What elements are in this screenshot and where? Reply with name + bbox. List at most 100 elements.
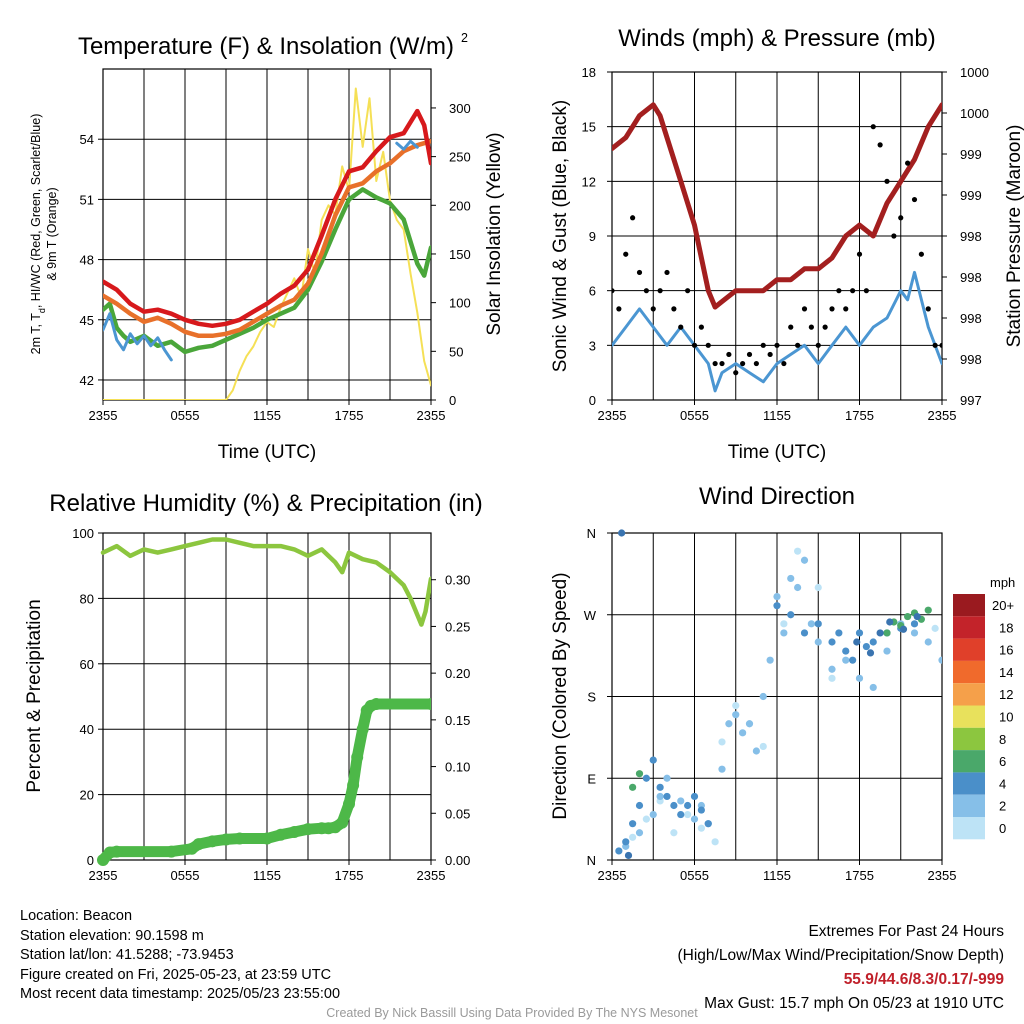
x-tick-label: 2355 (598, 868, 627, 883)
y-tick-label: 51 (80, 192, 94, 207)
data-point (745, 720, 754, 728)
y-tick-label: 15 (582, 120, 596, 135)
series-line (103, 312, 173, 362)
elevation-text: Station elevation: 90.1598 m (20, 927, 204, 944)
y2-tick-label: 0.00 (445, 853, 470, 868)
y-tick-label: N (587, 526, 596, 541)
data-point (835, 629, 843, 637)
data-point (656, 792, 664, 801)
series-line (612, 102, 942, 310)
data-point (807, 620, 815, 628)
data-point (814, 638, 822, 646)
y-tick-label: 42 (80, 373, 94, 388)
legend-label: 18 (999, 620, 1013, 635)
data-point (733, 370, 739, 376)
max-gust-text: Max Gust: 15.7 mph On 05/23 at 1910 UTC (704, 995, 1004, 1012)
data-point (274, 828, 287, 841)
superscript: 2 (461, 31, 468, 45)
y2-tick-label: 998 (960, 270, 982, 285)
data-point (635, 770, 644, 778)
data-point (752, 747, 760, 755)
data-point (759, 742, 767, 751)
created-text: Figure created on Fri, 2025-05-23, at 23… (20, 966, 332, 983)
legend-label: 14 (999, 665, 1013, 680)
y2-tick-label: 0.05 (445, 806, 470, 821)
data-point (343, 797, 355, 810)
data-point (904, 612, 912, 621)
x-tick-label: 1755 (845, 408, 874, 423)
data-point (843, 306, 849, 312)
legend-swatch (953, 660, 985, 684)
data-point (863, 288, 869, 294)
y-tick-label: 20 (80, 788, 94, 803)
y-tick-label: 45 (80, 313, 94, 328)
y-axis-label-line2: & 9m T (Orange) (45, 187, 59, 280)
data-point (829, 306, 835, 312)
data-point (787, 574, 795, 583)
data-point (836, 288, 842, 294)
series-group (615, 529, 942, 860)
y-axis-label-sub: d (37, 308, 47, 313)
x-tick-label: 0555 (680, 868, 709, 883)
humidity-chart: Relative Humidity (%) & Precipitation (i… (24, 490, 483, 883)
legend-label: 12 (999, 687, 1013, 702)
y2-axis-label: Station Pressure (Maroon) (1004, 125, 1024, 348)
data-point (725, 720, 733, 728)
data-point (719, 360, 725, 367)
data-point (704, 820, 712, 828)
x-tick-label: 0555 (171, 408, 200, 423)
extremes-title: Extremes For Past 24 Hours (808, 923, 1004, 940)
y-tick-label: W (584, 608, 597, 623)
data-point (850, 288, 856, 294)
data-point (898, 215, 904, 221)
data-point (828, 674, 836, 682)
y2-tick-label: 998 (960, 311, 982, 326)
data-point (877, 142, 883, 148)
x-tick-label: 2355 (89, 868, 118, 883)
chart-title: Temperature (F) & Insolation (W/m) (78, 33, 454, 60)
legend-swatch (953, 727, 985, 751)
x-tick-label: 0555 (171, 868, 200, 883)
data-point (684, 810, 692, 819)
data-point (780, 620, 788, 628)
data-point (899, 625, 908, 633)
data-point (336, 816, 349, 829)
extremes-values: 55.9/44.6/8.3/0.17/-999 (843, 971, 1004, 988)
data-point (690, 815, 699, 823)
data-point (623, 251, 629, 257)
data-point (649, 756, 657, 764)
recent-text: Most recent data timestamp: 2025/05/23 2… (20, 986, 341, 1002)
data-point (800, 556, 809, 564)
data-point (918, 251, 924, 257)
station-info: Location: Beacon Station elevation: 90.1… (20, 907, 340, 1005)
data-point (855, 629, 864, 637)
series-line (103, 108, 431, 329)
y-tick-label: 9 (589, 229, 596, 244)
series-group (97, 537, 431, 866)
y2-axis-label: Solar Insolation (Yellow) (484, 132, 505, 335)
data-point (718, 738, 726, 746)
credit-text: Created By Nick Bassill Using Data Provi… (326, 1006, 698, 1020)
data-point (815, 342, 821, 348)
y2-tick-label: 998 (960, 229, 982, 244)
y2-tick-label: 998 (960, 352, 982, 367)
y-axis-label: Direction (Colored By Speed) (550, 572, 571, 819)
data-point (781, 360, 787, 367)
legend-swatch (953, 683, 985, 706)
data-point (618, 529, 626, 537)
legend-label: 2 (999, 799, 1006, 814)
y-tick-label: S (587, 690, 596, 705)
data-point (753, 360, 759, 367)
x-tick-label: 1755 (845, 868, 874, 883)
y2-tick-label: 0.25 (445, 619, 470, 634)
data-point (650, 306, 656, 312)
legend-label: 10 (999, 710, 1013, 725)
data-point (690, 792, 699, 801)
data-point (698, 324, 704, 330)
data-point (615, 847, 623, 855)
legend-label: 0 (999, 821, 1006, 836)
y-axis-label-part: , HI/WC (Red, Green, Scarlet/Blue) (29, 114, 43, 309)
y-tick-label: 54 (80, 132, 94, 147)
data-point (697, 824, 705, 832)
x-tick-label: 1755 (335, 868, 364, 883)
